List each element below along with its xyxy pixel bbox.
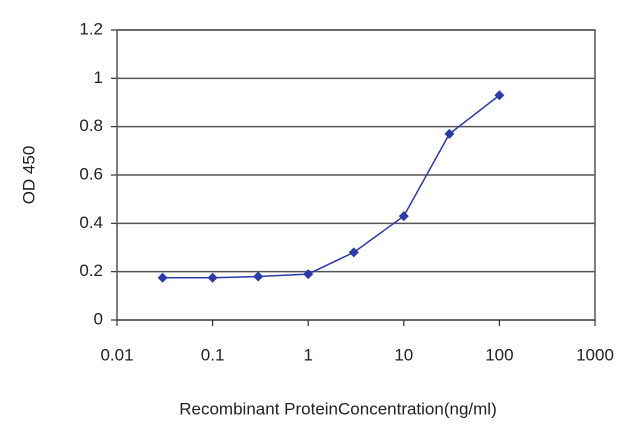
data-point — [444, 128, 455, 139]
y-tick-label: 0.8 — [79, 116, 103, 135]
x-tick-label: 0.1 — [201, 345, 225, 364]
data-point — [494, 90, 505, 101]
y-tick-label: 1.2 — [79, 19, 103, 38]
data-point — [157, 272, 168, 283]
data-point — [303, 269, 314, 280]
x-tick-label: 1000 — [576, 345, 614, 364]
y-tick-label: 0.6 — [79, 164, 103, 183]
plot-frame — [116, 29, 596, 321]
y-tick-label: 0.4 — [79, 213, 103, 232]
y-axis-label: OD 450 — [19, 146, 38, 205]
y-tick-label: 0 — [94, 309, 103, 328]
x-axis-label: Recombinant ProteinConcentration(ng/ml) — [179, 399, 497, 418]
y-tick-label: 0.2 — [79, 261, 103, 280]
data-point — [398, 211, 409, 222]
x-tick-label: 100 — [485, 345, 513, 364]
series-line — [162, 94, 500, 279]
x-tick-label: 10 — [394, 345, 413, 364]
y-tick-label: 1 — [94, 68, 103, 87]
x-tick-label: 1 — [303, 345, 312, 364]
data-point — [253, 271, 264, 282]
data-point — [207, 272, 218, 283]
data-point — [348, 247, 359, 258]
x-tick-label: 0.01 — [100, 345, 133, 364]
